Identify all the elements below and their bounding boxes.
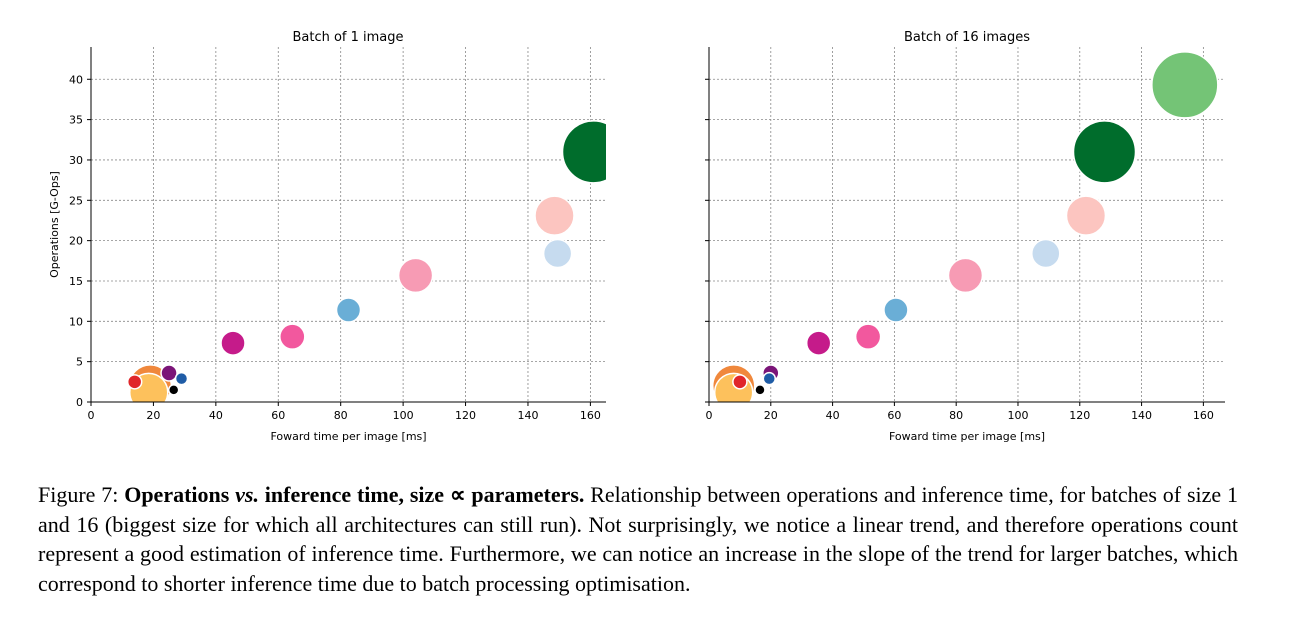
- data-point-5: [754, 384, 766, 396]
- chart-title: Batch of 1 image: [292, 30, 403, 45]
- x-axis-label: Foward time per image [ms]: [889, 430, 1045, 443]
- x-tick-label: 120: [1069, 409, 1090, 422]
- y-tick-label: 35: [69, 114, 83, 127]
- x-axis-label: Foward time per image [ms]: [270, 430, 426, 443]
- y-tick-label: 30: [69, 154, 83, 167]
- x-tick-label: 160: [1193, 409, 1214, 422]
- data-point-13: [1151, 51, 1219, 119]
- x-tick-label: 140: [517, 409, 538, 422]
- data-point-4: [762, 371, 777, 386]
- x-tick-label: 160: [580, 409, 601, 422]
- data-point-7: [279, 323, 306, 350]
- y-tick-label: 15: [69, 275, 83, 288]
- data-point-11: [542, 238, 573, 269]
- chart-batch-16: 0 20 40 60 80 100 120 140 160 Batch of 16 images F…: [705, 30, 1225, 443]
- caption-bold-2: inference time, size ∝ parameters.: [258, 482, 585, 507]
- data-point-10: [534, 195, 575, 236]
- x-tick-label: 100: [393, 409, 414, 422]
- figure-caption: Figure 7: Operations vs. inference time,…: [38, 480, 1238, 598]
- y-tick-label: 10: [69, 315, 83, 328]
- data-point-12: [1072, 120, 1137, 184]
- data-point-3: [160, 364, 178, 382]
- data-point-4: [174, 371, 189, 386]
- data-point-8: [335, 297, 362, 323]
- data-point-9: [947, 257, 984, 294]
- data-point-10: [1065, 195, 1107, 236]
- caption-bold-1: Operations: [124, 482, 236, 507]
- y-tick-label: 40: [69, 73, 83, 86]
- x-tick-label: 20: [146, 409, 160, 422]
- y-tick-label: 0: [76, 396, 83, 409]
- data-point-2: [732, 374, 748, 390]
- x-tick-label: 100: [1007, 409, 1028, 422]
- y-tick-label: 20: [69, 235, 83, 248]
- chart-batch-1: 0 20 40 60 80 100 120 140 160 0 5 10 15 20 25 30 35 40 Bat…: [48, 30, 606, 443]
- x-tick-label: 140: [1131, 409, 1152, 422]
- y-axis-label: Operations [G-Ops]: [48, 171, 61, 278]
- x-tick-label: 60: [887, 409, 901, 422]
- x-tick-label: 0: [706, 409, 713, 422]
- x-tick-label: 20: [764, 409, 778, 422]
- data-point-2: [126, 374, 143, 390]
- figure-charts: 0 20 40 60 80 100 120 140 160 0 5 10 15 20 25 30 35 40 Bat…: [48, 30, 1225, 443]
- data-point-6: [805, 330, 832, 356]
- y-tick-label: 5: [76, 356, 83, 369]
- y-tick-label: 25: [69, 194, 83, 207]
- data-point-5: [167, 384, 180, 396]
- data-point-7: [854, 323, 882, 350]
- caption-body: Relationship between operations and infe…: [38, 482, 1238, 596]
- chart-title: Batch of 16 images: [904, 30, 1030, 45]
- x-tick-label: 80: [949, 409, 963, 422]
- caption-bold-italic: vs.: [235, 482, 259, 507]
- x-tick-label: 40: [826, 409, 840, 422]
- x-tick-label: 60: [271, 409, 285, 422]
- data-point-8: [883, 297, 909, 323]
- data-point-11: [1031, 238, 1061, 269]
- x-tick-label: 0: [88, 409, 95, 422]
- x-tick-label: 80: [334, 409, 348, 422]
- x-tick-label: 40: [209, 409, 223, 422]
- x-tick-label: 120: [455, 409, 476, 422]
- data-point-12: [561, 120, 606, 184]
- data-point-6: [220, 330, 246, 356]
- data-point-9: [397, 257, 434, 294]
- caption-prefix: Figure 7:: [38, 482, 125, 507]
- data-points: [711, 51, 1219, 402]
- data-points: [126, 120, 606, 402]
